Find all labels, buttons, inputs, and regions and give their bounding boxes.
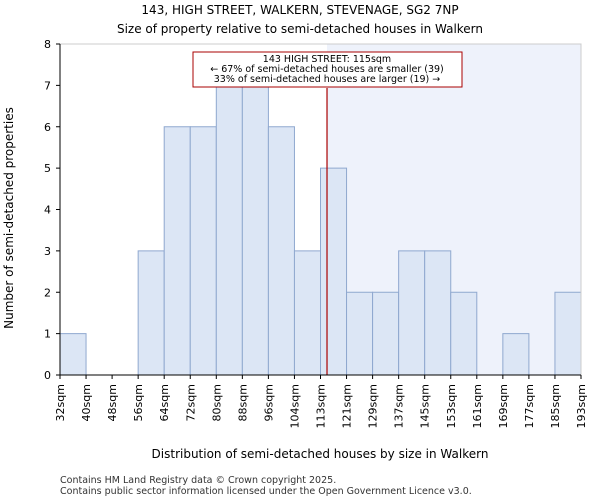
chart-subtitle: Size of property relative to semi-detach…: [117, 22, 483, 36]
footer-line-2: Contains public sector information licen…: [60, 486, 472, 497]
x-tick-label: 113sqm: [315, 384, 328, 428]
x-tick-label: 177sqm: [523, 384, 536, 428]
y-tick-label: 2: [44, 286, 51, 299]
histogram-bar: [293, 250, 322, 376]
histogram-bar: [502, 333, 530, 376]
histogram-bar: [554, 291, 582, 376]
x-tick-label: 169sqm: [497, 384, 510, 428]
histogram-bar: [450, 291, 478, 376]
x-tick-label: 32sqm: [54, 384, 67, 421]
histogram-bar: [189, 126, 217, 376]
histogram-bar: [59, 333, 87, 376]
x-tick-label: 129sqm: [367, 384, 380, 428]
x-tick-label: 145sqm: [419, 384, 432, 428]
x-tick-label: 40sqm: [80, 384, 93, 421]
annotation-line-3: 33% of semi-detached houses are larger (…: [214, 74, 441, 85]
histogram-bar: [163, 126, 191, 376]
histogram-bar: [346, 291, 374, 376]
chart-title: 143, HIGH STREET, WALKERN, STEVENAGE, SG…: [141, 3, 458, 17]
histogram-bar: [241, 84, 269, 376]
x-tick-label: 104sqm: [288, 384, 301, 428]
y-tick-label: 4: [44, 204, 51, 217]
y-tick-label: 7: [44, 79, 51, 92]
x-tick-label: 121sqm: [341, 384, 354, 428]
y-tick-label: 0: [44, 369, 51, 382]
annotation-box: 143 HIGH STREET: 115sqm ← 67% of semi-de…: [192, 51, 463, 88]
histogram-bar: [398, 250, 426, 376]
histogram-bar: [424, 250, 452, 376]
x-tick-label: 56sqm: [132, 384, 145, 421]
y-tick-label: 5: [44, 162, 51, 175]
x-tick-label: 137sqm: [393, 384, 406, 428]
x-tick-label: 96sqm: [262, 384, 275, 421]
histogram-bar: [137, 250, 165, 376]
annotation-line-1: 143 HIGH STREET: 115sqm: [263, 54, 391, 65]
y-tick-label: 1: [44, 328, 51, 341]
x-tick-label: 185sqm: [549, 384, 562, 428]
y-tick-label: 8: [44, 38, 51, 51]
annotation-line-2: ← 67% of semi-detached houses are smalle…: [210, 64, 444, 75]
x-tick-label: 193sqm: [575, 384, 588, 428]
x-tick-label: 64sqm: [158, 384, 171, 421]
x-tick-label: 153sqm: [445, 384, 458, 428]
x-tick-label: 72sqm: [184, 384, 197, 421]
x-tick-label: 48sqm: [106, 384, 119, 421]
histogram-bar: [320, 167, 348, 376]
x-tick-label: 88sqm: [236, 384, 249, 421]
x-axis-label: Distribution of semi-detached houses by …: [152, 447, 489, 461]
y-tick-label: 3: [44, 245, 51, 258]
y-axis-label: Number of semi-detached properties: [2, 107, 16, 329]
x-tick-label: 161sqm: [471, 384, 484, 428]
x-tick-label: 80sqm: [210, 384, 223, 421]
histogram-bar: [372, 291, 400, 376]
y-tick-label: 6: [44, 121, 51, 134]
histogram-bar: [215, 84, 243, 376]
footer-line-1: Contains HM Land Registry data © Crown c…: [60, 475, 336, 486]
histogram-bar: [267, 126, 295, 376]
